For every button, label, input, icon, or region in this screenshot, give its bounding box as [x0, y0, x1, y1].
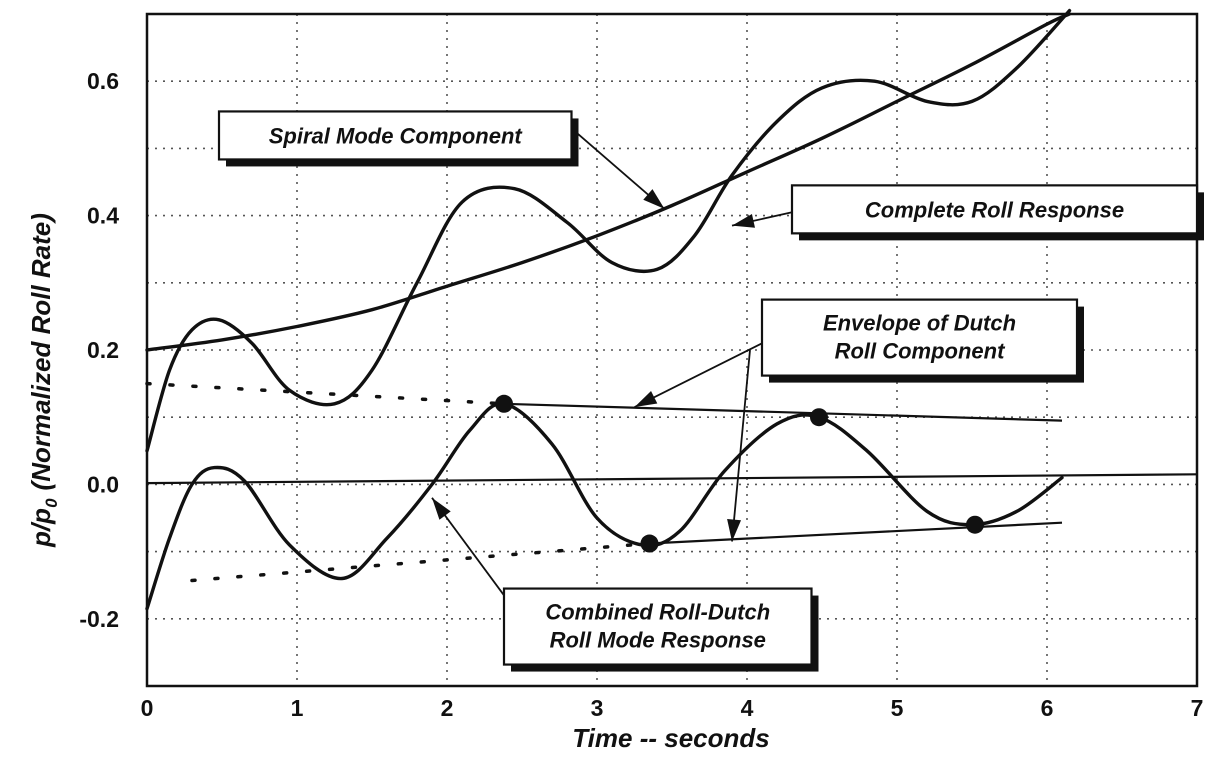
series-complete-line [145, 8, 1072, 453]
series-spiral-line [145, 12, 1072, 352]
y-tick-label: 0.4 [87, 203, 119, 229]
callout-text: Combined Roll-Dutch [545, 600, 770, 625]
y-tick-label: 0.0 [87, 471, 119, 497]
callout-text: Spiral Mode Component [269, 123, 524, 148]
y-axis-label-main: p/p [26, 508, 56, 548]
y-tick-label: 0.6 [87, 68, 119, 94]
annotation-layer: Spiral Mode Component Complete Roll Respo… [217, 110, 1204, 672]
series-dotted-lower-line [190, 541, 652, 583]
x-tick-label: 4 [741, 695, 754, 721]
annotation-envelope2-arrow-head [727, 518, 742, 542]
callout-text: Envelope of Dutch [823, 311, 1016, 336]
y-axis-label-rest: (Normalized Roll Rate) [26, 213, 56, 490]
callout-box [790, 184, 1199, 235]
x-tick-label: 1 [291, 695, 304, 721]
series-envelope-lower-line [649, 521, 1063, 545]
plot-frame [145, 12, 1199, 688]
x-axis-label: Time -- seconds [572, 723, 769, 753]
annotation-envelope2-arrow-line [731, 349, 751, 542]
callout-box [502, 587, 813, 666]
series-zero-line-line [146, 473, 1198, 485]
series-envelope-upper-line [503, 402, 1063, 422]
annotation-envelope-arrow-line [634, 342, 763, 408]
series-combined-line [145, 402, 1064, 611]
y-tick-label: 0.2 [87, 337, 119, 363]
x-tick-label: 3 [591, 695, 604, 721]
envelope-peak-marker [966, 515, 984, 534]
x-tick-label: 6 [1041, 695, 1054, 721]
annotation-spiral-callout: Spiral Mode Component [217, 110, 579, 167]
tick-layer: 0 1 2 3 4 5 6 7 -0.2 0.0 0.2 0.4 0.6 [79, 68, 1203, 721]
y-axis-label-sub: 0 [42, 498, 61, 508]
y-tick-label: -0.2 [79, 606, 119, 632]
marker-layer [495, 394, 984, 553]
annotation-combined-arrow-head [432, 497, 451, 520]
annotation-complete-callout: Complete Roll Response [790, 184, 1204, 241]
x-tick-label: 0 [141, 695, 154, 721]
envelope-peak-marker [810, 408, 828, 427]
annotation-combined-callout: Combined Roll-Dutch Roll Mode Response [502, 587, 819, 672]
annotation-spiral-arrow-head [643, 189, 665, 209]
series-layer [145, 8, 1198, 611]
callout-box [217, 110, 573, 161]
annotation-complete-arrow-head [732, 214, 755, 228]
annotation-envelope-arrow-head [634, 391, 658, 408]
annotation-envelope-callout: Envelope of Dutch Roll Component [760, 298, 1084, 383]
x-tick-label: 7 [1191, 695, 1204, 721]
y-axis-label: p/p0 (Normalized Roll Rate) [26, 213, 61, 548]
x-tick-label: 5 [891, 695, 904, 721]
callout-text: Roll Component [835, 339, 1007, 364]
x-tick-label: 2 [441, 695, 454, 721]
callout-text: Roll Mode Response [550, 628, 766, 653]
callout-text: Complete Roll Response [865, 197, 1124, 222]
series-dotted-upper-line [145, 381, 506, 406]
envelope-peak-marker [495, 394, 513, 413]
envelope-peak-marker [640, 534, 659, 553]
callout-box [760, 298, 1079, 377]
